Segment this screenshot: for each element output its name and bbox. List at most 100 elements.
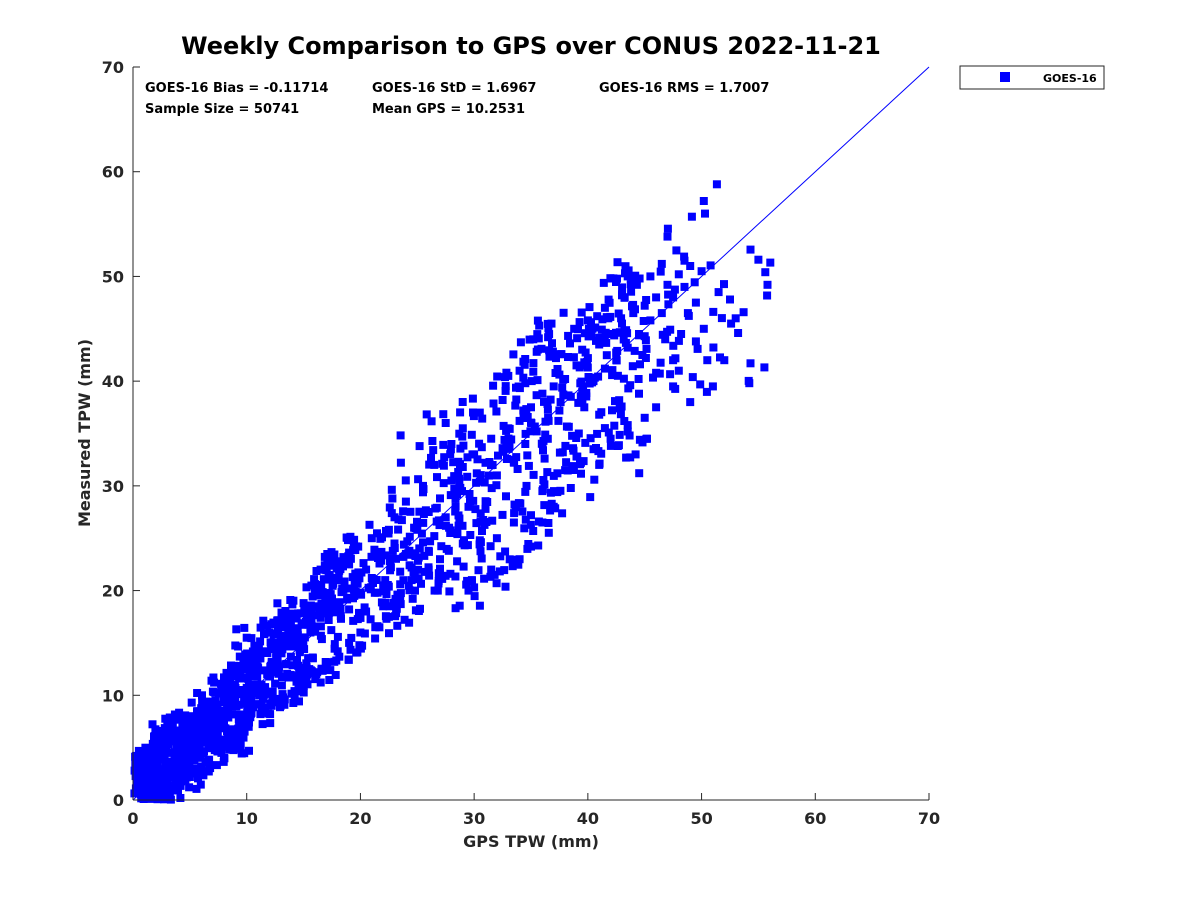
scatter-point [521, 440, 530, 448]
scatter-point [202, 706, 211, 715]
scatter-point [556, 398, 565, 407]
scatter-point [241, 661, 250, 670]
scatter-point [242, 633, 251, 642]
scatter-point [564, 353, 572, 361]
scatter-point [576, 379, 585, 388]
scatter-point [583, 357, 592, 366]
scatter-point [529, 527, 538, 535]
scatter-point [131, 784, 140, 793]
x-tick-label: 70 [918, 809, 940, 828]
scatter-point [502, 368, 511, 377]
scatter-point [561, 441, 570, 450]
scatter-point [132, 771, 141, 780]
scatter-point [159, 745, 168, 754]
scatter-point [696, 380, 705, 389]
scatter-point [136, 751, 145, 760]
scatter-point [408, 594, 417, 603]
scatter-point [463, 576, 472, 585]
scatter-point [510, 555, 519, 564]
scatter-point [236, 668, 245, 677]
scatter-point [284, 624, 293, 633]
scatter-point [344, 552, 353, 561]
scatter-point [140, 788, 149, 797]
scatter-point [245, 670, 254, 678]
scatter-point [154, 783, 162, 792]
scatter-point [501, 386, 510, 395]
scatter-point [586, 493, 595, 502]
scatter-point [458, 487, 466, 496]
scatter-point [578, 345, 587, 354]
scatter-point [477, 554, 486, 563]
x-tick-label: 30 [463, 809, 485, 828]
stat-std: GOES-16 StD = 1.6967 [372, 81, 536, 96]
scatter-point [446, 569, 455, 578]
scatter-point [763, 291, 772, 300]
scatter-point [455, 601, 464, 610]
scatter-point [169, 728, 178, 737]
scatter-point [492, 481, 501, 490]
scatter-point [534, 334, 543, 343]
scatter-point [433, 586, 442, 595]
scatter-point [381, 576, 390, 585]
scatter-point [192, 768, 201, 777]
scatter-point [196, 780, 205, 789]
scatter-point [404, 581, 413, 590]
scatter-point [613, 371, 622, 380]
scatter-point [527, 418, 535, 427]
scatter-point [439, 440, 448, 449]
scatter-point [355, 574, 364, 583]
scatter-point [515, 366, 524, 375]
scatter-point [501, 547, 510, 556]
scatter-point [436, 564, 444, 573]
reference-line [132, 66, 930, 801]
scatter-point [451, 604, 460, 613]
scatter-point [674, 270, 683, 279]
scatter-point [576, 392, 585, 401]
scatter-point [449, 458, 458, 467]
scatter-point [333, 632, 342, 641]
scatter-point [230, 743, 239, 752]
scatter-point [255, 691, 264, 700]
scatter-point [553, 469, 562, 478]
scatter-point [586, 434, 595, 443]
scatter-point [163, 721, 172, 730]
scatter-point [319, 665, 328, 673]
scatter-point [422, 410, 431, 419]
scatter-point [399, 507, 408, 516]
scatter-point [267, 620, 276, 629]
scatter-point [382, 590, 391, 598]
scatter-point [600, 364, 609, 373]
scatter-point [295, 697, 303, 706]
scatter-point [272, 640, 281, 649]
scatter-point [478, 527, 486, 535]
scatter-point [399, 552, 408, 561]
scatter-point [194, 774, 202, 783]
scatter-point [447, 476, 456, 485]
scatter-point [533, 330, 542, 339]
scatter-point [163, 726, 172, 734]
scatter-point [739, 308, 748, 317]
scatter-point [217, 679, 225, 688]
scatter-point [688, 373, 697, 382]
scatter-point [546, 395, 555, 404]
scatter-point [307, 667, 316, 676]
scatter-point [330, 640, 339, 649]
scatter-point [187, 745, 196, 753]
scatter-point [399, 576, 408, 585]
scatter-point [130, 789, 139, 798]
scatter-point [513, 465, 522, 473]
scatter-point [538, 389, 547, 398]
scatter-point [307, 581, 316, 590]
scatter-point [257, 708, 266, 716]
scatter-point [370, 545, 379, 554]
scatter-point [453, 557, 462, 566]
scatter-point [258, 720, 267, 729]
scatter-point [333, 559, 342, 568]
scatter-point [189, 751, 198, 760]
scatter-point [646, 316, 655, 325]
scatter-point [294, 661, 303, 670]
scatter-point [512, 383, 520, 392]
scatter-point [670, 285, 679, 294]
scatter-point [489, 399, 498, 408]
scatter-point [635, 331, 643, 340]
